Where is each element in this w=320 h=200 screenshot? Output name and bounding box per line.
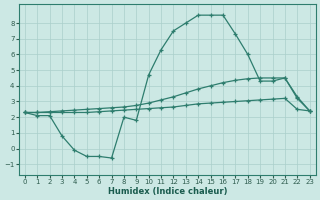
X-axis label: Humidex (Indice chaleur): Humidex (Indice chaleur) <box>108 187 227 196</box>
